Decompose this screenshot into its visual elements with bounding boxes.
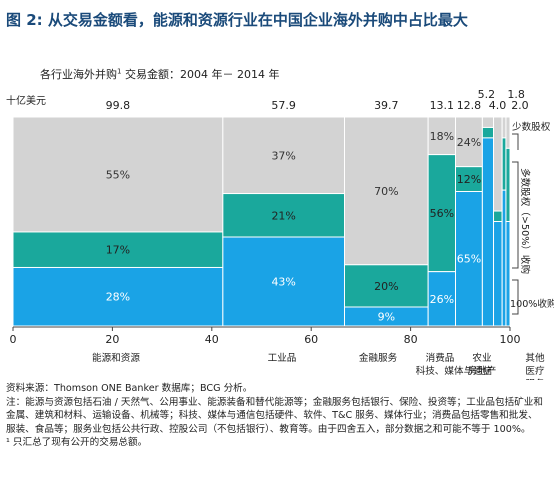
segment-label-majority-3: 56% — [430, 207, 454, 220]
legend-bracket-full — [512, 279, 519, 315]
source-note: 资料来源：Thomson ONE Banker 数据库；BCG 分析。 — [6, 383, 253, 394]
x-category-label-5-2: 服务 — [525, 378, 545, 380]
column-total-6: 4.0 — [489, 99, 507, 112]
segment-majority-7 — [501, 137, 507, 191]
segment-label-full-3: 26% — [430, 293, 454, 306]
segment-minority-7 — [501, 116, 507, 139]
footnote: ¹ 只汇总了现有公开的交易总额。 — [6, 437, 148, 448]
x-tick-label-5: 100 — [500, 333, 521, 346]
segment-majority-6 — [493, 210, 503, 223]
legend-bracket-minority — [512, 133, 519, 150]
x-category-label-5-1: 医疗 — [525, 365, 545, 377]
segment-label-full-0: 28% — [106, 291, 130, 304]
column-total-5: 5.2 — [478, 88, 496, 101]
segment-full-0 — [12, 266, 224, 327]
definition-note: 注：能源与资源包括石油 / 天然气、公用事业、能源装备和替代能源等；金融服务包括… — [6, 396, 543, 435]
segment-minority-5 — [481, 116, 495, 128]
marimekko-chart: 55% 17% 28% 37% 21% 43% 70% 20% 9% 18% 56% 26% 24% 12… — [10, 88, 554, 380]
x-category-label-4-1: 房地产 — [468, 365, 497, 377]
segment-label-minority-0: 55% — [106, 168, 130, 181]
segment-minority-4 — [455, 116, 483, 168]
segment-full-7 — [501, 189, 507, 327]
segment-label-full-2: 9% — [378, 311, 395, 324]
column-total-7: 1.8 — [507, 88, 525, 101]
x-tick-label-1: 20 — [105, 333, 119, 346]
x-category-label-1-0: 工业品 — [268, 353, 297, 364]
subtitle-rest: 交易金额：2004 年－ 2014 年 — [124, 68, 280, 81]
column-total-0: 99.8 — [106, 99, 131, 112]
page-title: 图 2: 从交易金额看，能源和资源行业在中国企业海外并购中占比最大 — [6, 11, 468, 29]
chart-subtitle: 各行业海外并购1 交易金额：2004 年－ 2014 年 — [40, 66, 279, 82]
segment-minority-0 — [12, 116, 224, 233]
legend-minority: 少数股权 — [512, 121, 551, 133]
segment-label-majority-4: 12% — [457, 173, 481, 186]
x-category-label-5-0: 其他 — [525, 352, 545, 364]
segment-full-1 — [222, 236, 346, 327]
segment-label-minority-4: 24% — [457, 136, 481, 149]
segment-full-5 — [481, 137, 495, 327]
segment-label-majority-2: 20% — [374, 280, 398, 293]
x-category-label-2-0: 金融服务 — [359, 352, 398, 364]
column-total-2: 39.7 — [374, 99, 399, 112]
x-tick-label-0: 0 — [10, 333, 17, 346]
segment-majority-1 — [222, 193, 346, 238]
x-tick-label-3: 60 — [304, 333, 318, 346]
subtitle-main: 各行业海外并购 — [40, 68, 117, 81]
legend-full: 100%收购 — [510, 298, 554, 310]
column-total-4: 12.8 — [457, 99, 482, 112]
segment-majority-3 — [427, 154, 457, 273]
segment-minority-6 — [493, 116, 503, 212]
column-total-1: 57.9 — [271, 99, 296, 112]
chart-footer: 资料来源：Thomson ONE Banker 数据库；BCG 分析。 注：能源… — [6, 382, 546, 450]
segment-minority-2 — [344, 116, 429, 266]
segment-label-full-4: 65% — [457, 253, 481, 266]
x-category-label-3-1: 科技、媒体与通信 — [416, 365, 493, 377]
segment-label-majority-1: 21% — [271, 209, 295, 222]
segment-full-8 — [505, 221, 511, 327]
unit-label: 十亿美元 — [6, 96, 46, 107]
segment-majority-8 — [505, 147, 511, 223]
segment-label-majority-0: 17% — [106, 244, 130, 257]
x-category-label-4-0: 农业 — [472, 352, 492, 364]
x-category-label-3-0: 消费品 — [426, 352, 455, 364]
segment-label-minority-3: 18% — [430, 130, 454, 143]
subtitle-sup: 1 — [117, 67, 122, 76]
x-category-label-0-0: 能源和资源 — [92, 352, 140, 364]
column-total-3: 13.1 — [430, 99, 455, 112]
segment-majority-5 — [481, 126, 495, 139]
segment-full-6 — [493, 221, 503, 327]
segment-majority-2 — [344, 264, 429, 308]
x-tick-label-2: 40 — [205, 333, 219, 346]
segment-minority-8 — [505, 116, 511, 149]
legend-bracket-majority — [512, 161, 519, 269]
segment-label-minority-2: 70% — [374, 185, 398, 198]
column-total-8: 2.0 — [511, 99, 529, 112]
segment-label-full-1: 43% — [271, 276, 295, 289]
legend-majority: 多数股权（>50%）收购 — [519, 168, 531, 274]
x-tick-label-4: 80 — [404, 333, 418, 346]
segment-full-3 — [427, 271, 457, 327]
segment-full-4 — [455, 190, 483, 327]
segment-label-minority-1: 37% — [271, 149, 295, 162]
